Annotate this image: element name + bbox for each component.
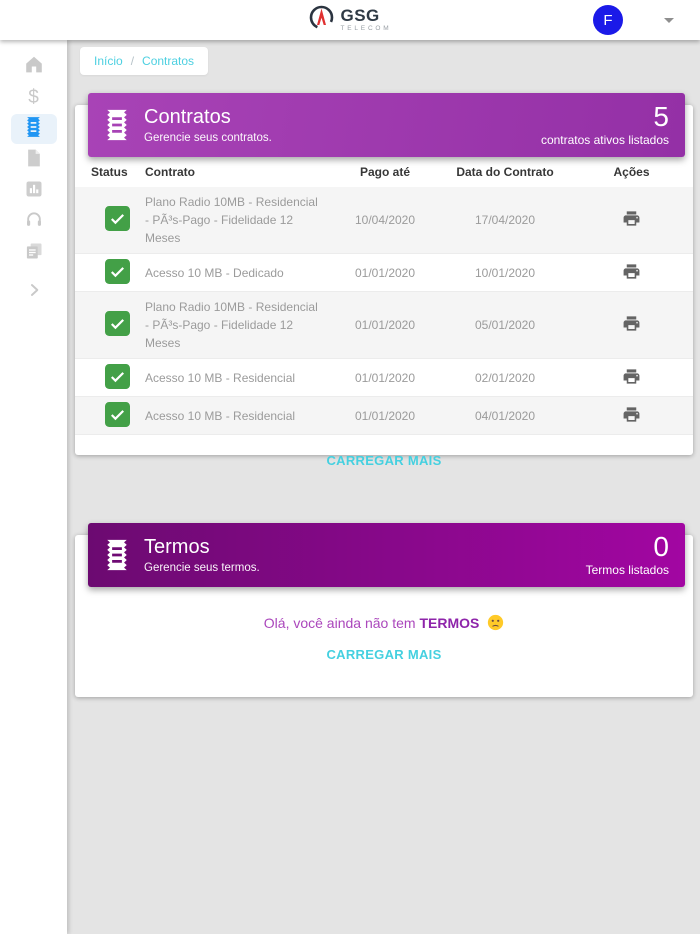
table-row: Plano Radio 10MB - Residencial - PÃ³s-Pa… xyxy=(75,187,693,254)
receipt-icon xyxy=(104,109,130,141)
col-header-actions: Ações xyxy=(613,165,650,179)
contracts-count: 5 xyxy=(653,101,669,132)
print-button[interactable] xyxy=(620,365,643,391)
load-more-button[interactable]: CARREGAR MAIS xyxy=(326,647,442,662)
main-content: Início / Contratos Status Contrato Pago … xyxy=(67,40,700,934)
sidebar-item-home[interactable] xyxy=(11,52,57,82)
contracts-banner: Contratos Gerencie seus contratos. 5 con… xyxy=(88,93,685,157)
status-cell xyxy=(75,401,145,430)
sad-face-emoji-icon xyxy=(488,614,504,631)
contract-date: 05/01/2020 xyxy=(474,318,536,332)
empty-message-text: Olá, você ainda não tem xyxy=(263,615,416,631)
terms-count-label: Termos listados xyxy=(585,563,669,577)
document-icon xyxy=(24,148,44,173)
status-cell xyxy=(75,311,145,339)
status-cell xyxy=(75,363,145,392)
contracts-table-rows: Plano Radio 10MB - Residencial - PÃ³s-Pa… xyxy=(75,187,693,435)
paid-until-date: 01/01/2020 xyxy=(354,318,416,332)
dollar-icon: $ xyxy=(28,87,39,108)
contract-date: 10/01/2020 xyxy=(474,265,536,280)
print-button[interactable] xyxy=(620,312,643,338)
table-row: Acesso 10 MB - Residencial 01/01/2020 04… xyxy=(75,397,693,435)
contracts-subtitle: Gerencie seus contratos. xyxy=(144,132,272,144)
print-button[interactable] xyxy=(620,260,643,286)
status-check-icon xyxy=(105,311,130,339)
terms-empty-message: Olá, você ainda não tem TERMOS xyxy=(75,614,693,631)
paid-until-date: 01/01/2020 xyxy=(354,408,416,423)
contract-date: 17/04/2020 xyxy=(474,213,536,227)
terms-banner: Termos Gerencie seus termos. 0 Termos li… xyxy=(88,523,685,587)
sidebar-item-billing[interactable]: $ xyxy=(11,83,57,113)
logo-subtext: TELECOM xyxy=(340,25,392,33)
status-cell xyxy=(75,206,145,234)
sidebar-item-copies[interactable] xyxy=(11,238,57,268)
contracts-load-more: CARREGAR MAIS xyxy=(75,435,693,470)
contracts-table-header: Status Contrato Pago até Data do Contrat… xyxy=(75,157,693,187)
breadcrumb-current-link[interactable]: Contratos xyxy=(142,54,195,68)
status-check-icon xyxy=(105,258,130,287)
paid-until-date: 01/01/2020 xyxy=(354,370,416,385)
terms-title: Termos xyxy=(144,536,210,558)
avatar-initial: F xyxy=(603,11,613,29)
contracts-count-label: contratos ativos listados xyxy=(540,133,669,147)
contract-name: Plano Radio 10MB - Residencial - PÃ³s-Pa… xyxy=(145,195,318,245)
paid-until-date: 01/01/2020 xyxy=(354,265,416,280)
logo-text: GSG xyxy=(340,6,380,26)
expand-chevron-icon xyxy=(24,280,44,305)
status-cell xyxy=(75,258,145,287)
table-row: Plano Radio 10MB - Residencial - PÃ³s-Pa… xyxy=(75,292,693,359)
account-menu-caret-icon[interactable] xyxy=(664,18,674,23)
status-check-icon xyxy=(105,206,130,234)
status-check-icon xyxy=(105,401,130,430)
contracts-card: Status Contrato Pago até Data do Contrat… xyxy=(75,105,693,468)
terms-subtitle: Gerencie seus termos. xyxy=(144,562,260,574)
empty-message-highlight: TERMOS xyxy=(419,615,480,631)
breadcrumb-separator: / xyxy=(130,54,135,68)
top-bar: GSG TELECOM F xyxy=(0,0,700,40)
print-button[interactable] xyxy=(620,403,643,429)
table-row: Acesso 10 MB - Dedicado 01/01/2020 10/01… xyxy=(75,254,693,292)
sidebar-item-documents[interactable] xyxy=(11,145,57,175)
sidebar-item-reports[interactable] xyxy=(11,176,57,206)
support-headset-icon xyxy=(24,210,44,235)
contract-name: Acesso 10 MB - Residencial xyxy=(145,408,296,423)
contracts-title: Contratos xyxy=(144,106,231,128)
contract-name: Plano Radio 10MB - Residencial - PÃ³s-Pa… xyxy=(145,300,318,350)
contract-date: 02/01/2020 xyxy=(474,370,536,385)
sidebar-item-expand[interactable] xyxy=(11,277,57,307)
home-icon xyxy=(23,54,45,81)
contract-date: 04/01/2020 xyxy=(474,408,536,423)
gsg-logo: GSG TELECOM xyxy=(308,4,391,36)
table-row: Acesso 10 MB - Residencial 01/01/2020 02… xyxy=(75,359,693,397)
status-check-icon xyxy=(105,363,130,392)
terms-count: 0 xyxy=(653,531,669,562)
terms-load-more: CARREGAR MAIS xyxy=(75,631,693,664)
col-header-contract: Contrato xyxy=(145,165,195,179)
gsg-tower-logo-icon xyxy=(308,4,335,36)
breadcrumb-home-link[interactable]: Início xyxy=(94,54,123,68)
col-header-status: Status xyxy=(91,165,128,179)
col-header-contract-date: Data do Contrato xyxy=(456,165,554,179)
print-button[interactable] xyxy=(620,207,643,233)
contracts-receipt-icon xyxy=(25,116,42,142)
load-more-button[interactable]: CARREGAR MAIS xyxy=(326,453,442,468)
user-avatar[interactable]: F xyxy=(593,5,623,35)
contract-name: Acesso 10 MB - Residencial xyxy=(145,370,296,385)
sidebar-item-contracts[interactable] xyxy=(10,114,57,144)
sidebar-item-support[interactable] xyxy=(11,207,57,237)
sidebar-nav: $ xyxy=(0,40,67,934)
col-header-paid-until: Pago até xyxy=(359,165,410,179)
chart-icon xyxy=(24,179,44,204)
copy-documents-icon xyxy=(24,241,44,266)
contract-name: Acesso 10 MB - Dedicado xyxy=(145,265,284,280)
breadcrumb: Início / Contratos xyxy=(80,47,209,75)
paid-until-date: 10/04/2020 xyxy=(354,213,416,227)
receipt-icon xyxy=(104,539,130,571)
